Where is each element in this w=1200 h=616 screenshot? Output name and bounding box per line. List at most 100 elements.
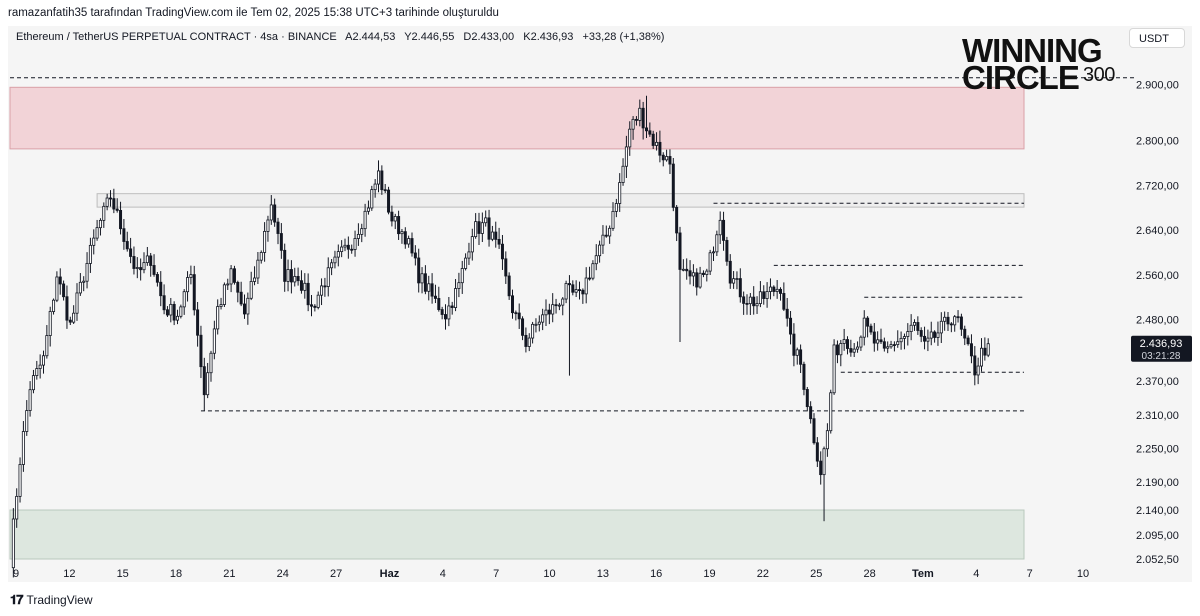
candle-body [671, 163, 675, 208]
candle-body [899, 337, 903, 343]
candle [276, 217, 280, 245]
candle [95, 219, 99, 241]
candle-body [95, 227, 99, 239]
candle-body [634, 118, 638, 121]
candle [547, 303, 551, 325]
candle-body [846, 339, 850, 349]
candle [772, 285, 776, 297]
candle-body [58, 276, 62, 285]
candle-body [782, 293, 786, 310]
candle [420, 267, 424, 294]
candle-body [393, 216, 397, 222]
candle [524, 327, 528, 353]
candle-body [738, 278, 742, 298]
candle [688, 260, 692, 285]
candle-body [939, 320, 943, 334]
candle-body [62, 283, 66, 298]
candle-body [42, 355, 46, 366]
legend-symbol[interactable]: Ethereum / TetherUS PERPETUAL CONTRACT ·… [16, 31, 337, 43]
candle [427, 275, 431, 301]
footer-brand-label: TradingView [26, 593, 93, 607]
candle [306, 273, 310, 312]
candle [869, 323, 873, 335]
candle [346, 236, 350, 259]
legend-low: D2.433,00 [463, 31, 515, 43]
candle [112, 188, 116, 214]
candle [986, 338, 990, 358]
x-tick-label: 27 [330, 568, 342, 580]
chart-caption: ramazanfatih35 tarafından TradingView.co… [8, 7, 499, 19]
candle [119, 201, 123, 235]
candle-body [705, 270, 709, 275]
candle [671, 158, 675, 212]
candle [239, 281, 243, 307]
candle [534, 318, 538, 333]
candle [229, 265, 233, 293]
candlestick-chart[interactable]: 2.900,00 2.800,00 2.720,00 2.640,00 2.560,00… [8, 26, 1192, 582]
candle-body [440, 309, 444, 315]
candle [645, 95, 649, 139]
candle-body [413, 252, 417, 259]
candle [286, 259, 290, 292]
y-tick-label: 2.640,00 [1136, 225, 1179, 237]
candle-body [862, 317, 866, 338]
candle-body [192, 274, 196, 311]
candle [782, 282, 786, 312]
candle-body [273, 204, 277, 223]
candle [447, 297, 451, 327]
candle-body [561, 298, 565, 306]
winning-circle-logo: WINNING CIRCLE 300 [962, 34, 1132, 96]
symbol-legend: Ethereum / TetherUS PERPETUAL CONTRACT ·… [16, 31, 670, 43]
candle-body [902, 336, 906, 339]
candle [805, 386, 809, 412]
last-price-countdown: 03:21:28 [1142, 351, 1181, 362]
candle-body [31, 375, 35, 391]
candle [701, 270, 705, 278]
candle-body [370, 189, 374, 209]
candle-body [715, 234, 719, 253]
candle-body [681, 268, 685, 271]
x-tick-label: 7 [1027, 568, 1033, 580]
candle [537, 315, 541, 332]
candle [430, 273, 434, 304]
candle [62, 280, 66, 301]
candle-body [480, 222, 484, 234]
candle-body [876, 339, 880, 344]
candle [437, 286, 441, 312]
candle [862, 310, 866, 346]
footer-brand[interactable]: 𝟏𝟕 TradingView [10, 592, 93, 608]
candle [149, 252, 153, 277]
candle-body [78, 281, 82, 294]
candle-body [923, 335, 927, 342]
candle [541, 308, 545, 331]
candle-body [574, 289, 578, 293]
candle-body [591, 263, 595, 279]
candle-body [186, 277, 190, 293]
candle-body [604, 234, 608, 237]
candle-body [631, 118, 635, 130]
candle-body [852, 348, 856, 353]
currency-selector[interactable]: USDT [1129, 28, 1185, 48]
candle-body [162, 295, 166, 311]
candle-body [420, 273, 424, 284]
candle-body [276, 221, 280, 234]
candle [31, 369, 35, 394]
chart-panel[interactable]: 2.900,00 2.800,00 2.720,00 2.640,00 2.560,00… [8, 26, 1192, 582]
candle-body [289, 269, 293, 283]
candle-body [594, 255, 598, 265]
candle [578, 281, 582, 300]
candle-body [926, 337, 930, 342]
candle [413, 245, 417, 266]
candle [48, 306, 52, 347]
candle-body [527, 337, 531, 347]
candle [497, 227, 501, 249]
candle-body [397, 216, 401, 235]
x-tick-label: 18 [170, 568, 182, 580]
candle [608, 225, 612, 244]
candle-body [959, 316, 963, 330]
candle-body [259, 252, 263, 261]
candle [795, 347, 799, 365]
x-tick-label: 19 [703, 568, 715, 580]
candle [313, 304, 317, 312]
candle-body [199, 334, 203, 368]
